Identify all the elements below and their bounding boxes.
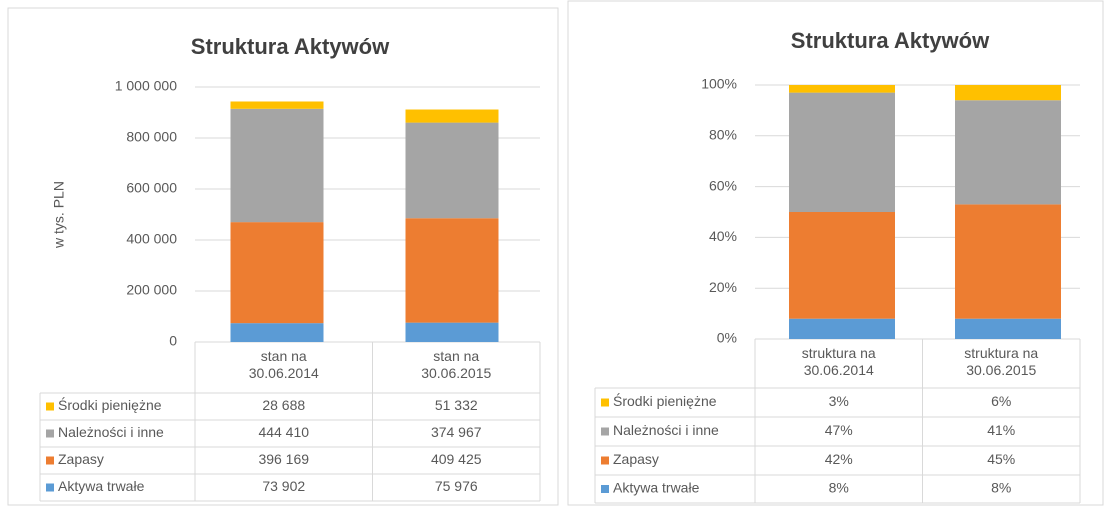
legend-label: Aktywa trwałe (613, 480, 700, 496)
data-label: 42% (825, 451, 853, 467)
y-tick-label: 400 000 (126, 231, 177, 247)
y-tick-label: 800 000 (126, 129, 177, 145)
legend-label: Aktywa trwałe (58, 478, 145, 494)
data-label: 45% (987, 451, 1015, 467)
legend-swatch (46, 483, 54, 492)
legend-label: Środki pieniężne (613, 392, 717, 409)
data-label: 396 169 (258, 451, 309, 467)
data-label: 28 688 (262, 397, 305, 413)
bar-segment (405, 322, 499, 342)
y-tick-label: 60% (709, 177, 737, 193)
y-tick-label: 100% (701, 76, 737, 92)
bar-segment (230, 108, 324, 223)
legend-swatch (46, 429, 54, 438)
legend-swatch (46, 402, 54, 411)
bar-segment (230, 323, 324, 342)
data-label: 41% (987, 422, 1015, 438)
legend-label: Należności i inne (58, 424, 164, 440)
y-tick-label: 80% (709, 127, 737, 143)
bar-segment (955, 204, 1061, 319)
y-tick-label: 600 000 (126, 180, 177, 196)
data-label: 6% (991, 393, 1011, 409)
bar-segment (230, 222, 324, 324)
data-label: 75 976 (435, 478, 478, 494)
category-text: struktura na 30.06.2015 (964, 345, 1039, 378)
y-tick-label: 20% (709, 279, 737, 295)
chart-title: Struktura Aktywów (791, 28, 990, 53)
y-axis-label: w tys. PLN (51, 181, 67, 249)
y-tick-label: 0% (717, 330, 737, 346)
data-label: 374 967 (431, 424, 482, 440)
bar-segment (789, 318, 895, 339)
legend-swatch (601, 398, 609, 407)
legend-label: Należności i inne (613, 422, 719, 438)
bar-segment (405, 122, 499, 219)
bar-segment (955, 318, 1061, 339)
bar-segment (405, 109, 499, 123)
category-text: stan na 30.06.2014 (248, 348, 319, 381)
bar-segment (230, 101, 324, 109)
y-tick-label: 200 000 (126, 282, 177, 298)
legend-swatch (601, 485, 609, 493)
category-text: stan na 30.06.2015 (421, 348, 492, 381)
legend-label: Środki pieniężne (58, 396, 162, 413)
data-label: 444 410 (258, 424, 309, 440)
data-label: 8% (991, 480, 1011, 496)
y-tick-label: 1 000 000 (115, 78, 177, 94)
bar-segment (789, 92, 895, 212)
x-tick-label: stan na 30.06.2014 (248, 348, 319, 381)
data-label: 73 902 (262, 478, 305, 494)
bar-segment (955, 85, 1061, 101)
data-label: 51 332 (435, 397, 478, 413)
legend-swatch (601, 427, 609, 436)
y-tick-label: 40% (709, 228, 737, 244)
bar-segment (789, 212, 895, 319)
bar-segment (955, 100, 1061, 205)
y-tick-label: 0 (169, 333, 177, 349)
bar-segment (789, 85, 895, 93)
legend-swatch (46, 456, 54, 465)
data-label: 409 425 (431, 451, 482, 467)
legend-label: Zapasy (613, 451, 659, 467)
legend-label: Zapasy (58, 451, 104, 467)
x-tick-label: struktura na 30.06.2015 (964, 345, 1039, 378)
data-label: 8% (829, 480, 849, 496)
x-tick-label: stan na 30.06.2015 (421, 348, 492, 381)
data-label: 47% (825, 422, 853, 438)
category-text: struktura na 30.06.2014 (801, 345, 876, 378)
x-tick-label: struktura na 30.06.2014 (801, 345, 876, 378)
data-label: 3% (829, 393, 849, 409)
legend-swatch (601, 456, 609, 465)
chart-title: Struktura Aktywów (191, 34, 390, 59)
bar-segment (405, 218, 499, 323)
